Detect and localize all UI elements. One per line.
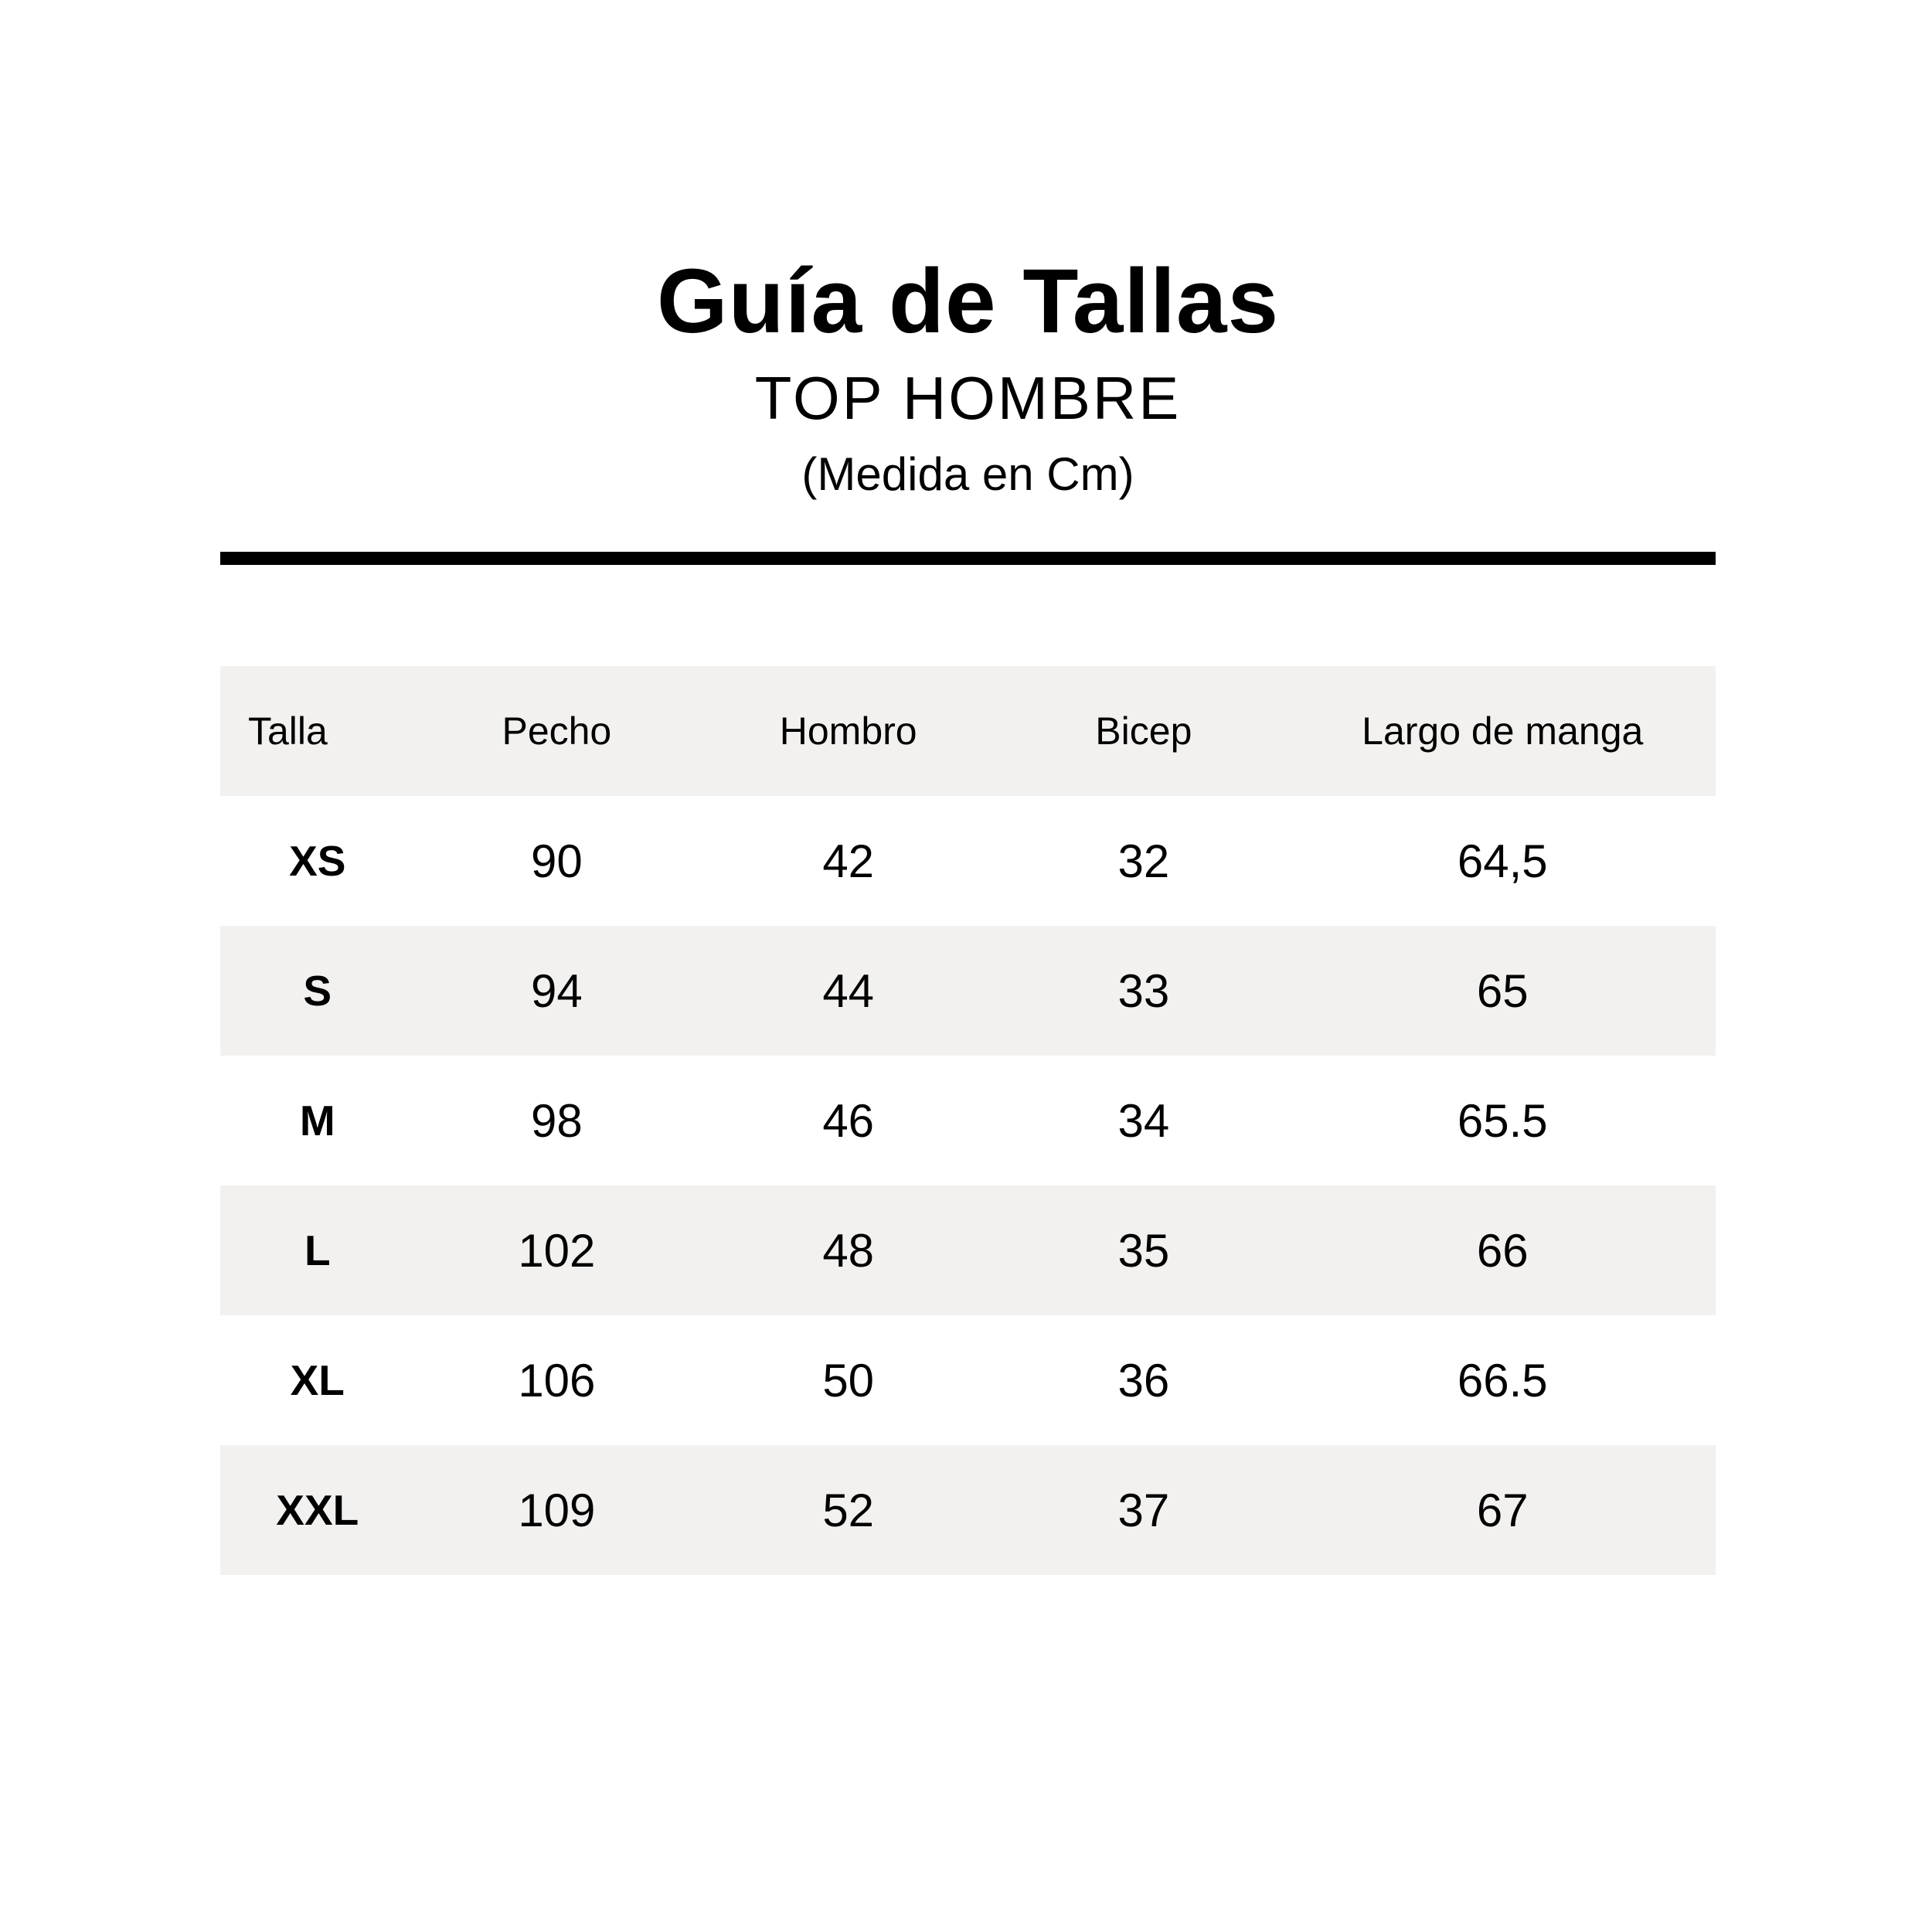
cell-bicep: 34 <box>1117 1094 1170 1147</box>
table-row-l: L 102 48 35 66 <box>220 1185 1716 1316</box>
column-header-hombro: Hombro <box>779 709 917 753</box>
table-header-row: Talla Pecho Hombro Bicep Largo de manga <box>220 666 1716 797</box>
cell-hombro: 48 <box>822 1224 875 1277</box>
table-row-s: S 94 44 33 65 <box>220 926 1716 1056</box>
cell-bicep: 35 <box>1117 1224 1170 1277</box>
cell-pecho: 102 <box>518 1224 596 1277</box>
cell-largo-de-manga: 65.5 <box>1457 1094 1548 1147</box>
table-row-m: M 98 46 34 65.5 <box>220 1056 1716 1185</box>
column-header-pecho: Pecho <box>502 709 612 753</box>
page-title: Guía de Tallas <box>656 250 1280 352</box>
column-header-largo-de-manga: Largo de manga <box>1362 709 1644 753</box>
cell-hombro: 44 <box>822 964 875 1017</box>
size-table: Talla Pecho Hombro Bicep Largo de manga … <box>220 666 1716 1576</box>
divider-rule <box>220 552 1716 566</box>
cell-talla: XS <box>289 837 346 886</box>
size-guide: Guía de Tallas TOP HOMBRE (Medida en Cm)… <box>220 0 1716 1576</box>
table-row-xs: XS 90 42 32 64,5 <box>220 796 1716 926</box>
cell-hombro: 42 <box>822 835 875 887</box>
column-header-bicep: Bicep <box>1095 709 1192 753</box>
cell-pecho: 90 <box>530 835 583 887</box>
cell-bicep: 33 <box>1117 964 1170 1017</box>
cell-largo-de-manga: 64,5 <box>1457 835 1548 887</box>
cell-pecho: 94 <box>530 964 583 1017</box>
cell-pecho: 98 <box>530 1094 583 1147</box>
cell-bicep: 32 <box>1117 835 1170 887</box>
cell-talla: L <box>304 1226 331 1275</box>
cell-largo-de-manga: 66 <box>1476 1224 1529 1277</box>
unit-note: (Medida en Cm) <box>801 448 1134 501</box>
cell-largo-de-manga: 66.5 <box>1457 1354 1548 1406</box>
cell-hombro: 46 <box>822 1094 875 1147</box>
table-row-xxl: XXL 109 52 37 67 <box>220 1445 1716 1576</box>
cell-largo-de-manga: 65 <box>1476 964 1529 1017</box>
cell-talla: XL <box>290 1356 345 1405</box>
cell-bicep: 37 <box>1117 1484 1170 1536</box>
cell-bicep: 36 <box>1117 1354 1170 1406</box>
cell-pecho: 109 <box>518 1484 596 1536</box>
cell-talla: M <box>299 1097 335 1145</box>
cell-pecho: 106 <box>518 1354 596 1406</box>
column-header-talla: Talla <box>248 709 328 753</box>
table-row-xl: XL 106 50 36 66.5 <box>220 1315 1716 1445</box>
cell-largo-de-manga: 67 <box>1476 1484 1529 1536</box>
subtitle: TOP HOMBRE <box>754 364 1182 433</box>
cell-hombro: 50 <box>822 1354 875 1406</box>
cell-talla: S <box>303 967 332 1015</box>
cell-hombro: 52 <box>822 1484 875 1536</box>
cell-talla: XXL <box>276 1486 359 1535</box>
